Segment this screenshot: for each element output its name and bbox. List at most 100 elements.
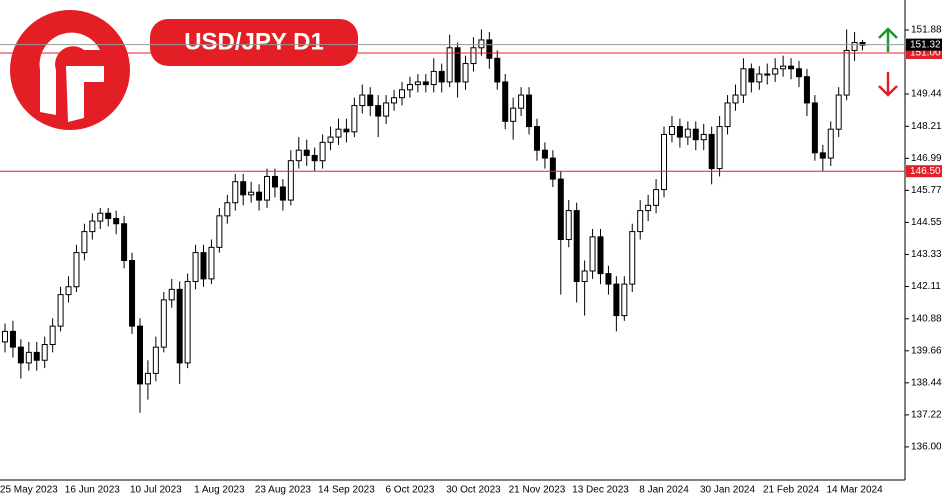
- candle-body: [208, 246, 215, 280]
- candle-body: [176, 288, 183, 364]
- candle-body: [676, 126, 683, 138]
- candle-body: [716, 126, 723, 170]
- candle-body: [271, 175, 278, 188]
- candle-body: [430, 70, 437, 86]
- x-tick-label: 21 Nov 2023: [509, 485, 566, 496]
- x-tick-label: 10 Jul 2023: [130, 485, 182, 496]
- x-tick-label: 1 Aug 2023: [194, 485, 245, 496]
- candle-body: [541, 149, 548, 159]
- candle-body: [9, 330, 16, 348]
- candle-body: [819, 152, 826, 159]
- candle-body: [796, 68, 802, 78]
- candle-body: [851, 42, 858, 51]
- candle-body: [708, 133, 715, 170]
- candle-body: [240, 181, 247, 196]
- candle-body: [57, 294, 64, 327]
- x-tick-label: 30 Oct 2023: [446, 485, 501, 496]
- candle-body: [684, 128, 691, 138]
- candle-body: [621, 283, 628, 317]
- candle-body: [383, 102, 390, 117]
- candle-body: [248, 191, 255, 196]
- candle-body: [105, 212, 112, 219]
- x-tick-label: 6 Oct 2023: [385, 485, 434, 496]
- candle-body: [279, 186, 286, 201]
- logo: [10, 10, 130, 130]
- candle-body: [287, 160, 294, 201]
- candle-body: [827, 128, 834, 159]
- y-tick-label: 142.11: [911, 281, 941, 292]
- candle-body: [65, 286, 72, 296]
- candle-body: [200, 252, 207, 280]
- x-tick-label: 23 Aug 2023: [255, 485, 312, 496]
- candle-body: [803, 76, 810, 104]
- candle-body: [89, 220, 96, 233]
- candle-body: [25, 351, 32, 364]
- candle-body: [152, 346, 159, 374]
- candle-body: [438, 70, 445, 83]
- candle-body: [470, 47, 477, 65]
- candle-body: [406, 84, 413, 91]
- candle-body: [327, 136, 334, 143]
- candle-body: [581, 270, 588, 282]
- candle-body: [192, 252, 199, 282]
- candle-body: [637, 210, 644, 233]
- x-tick-label: 13 Dec 2023: [572, 485, 629, 496]
- candle-body: [756, 73, 763, 83]
- y-tick-label: 144.55: [911, 217, 942, 228]
- candle-body: [391, 97, 398, 104]
- candle-body: [41, 344, 48, 361]
- candle-body: [629, 231, 636, 285]
- candle-body: [33, 351, 40, 361]
- candle-body: [557, 178, 564, 240]
- candle-body: [184, 280, 191, 364]
- candle-body: [668, 126, 675, 135]
- y-tick-label: 149.44: [911, 89, 942, 100]
- candle-body: [573, 210, 580, 282]
- candle-body: [121, 223, 128, 261]
- candle-body: [375, 105, 382, 117]
- x-tick-label: 21 Feb 2024: [763, 485, 820, 496]
- down-arrow: [878, 72, 898, 97]
- candle-body: [645, 204, 652, 212]
- y-tick-label: 140.88: [911, 313, 942, 324]
- candle-body: [295, 149, 302, 162]
- y-tick-label: 145.77: [911, 185, 942, 196]
- candle-body: [216, 215, 223, 248]
- candle-body: [256, 191, 263, 201]
- candle-body: [589, 236, 596, 272]
- candle-body: [73, 252, 80, 288]
- candle-body: [653, 189, 660, 206]
- candle-body: [502, 81, 509, 122]
- title-pill: [150, 19, 358, 66]
- candle-body: [565, 210, 572, 240]
- x-tick-label: 8 Jan 2024: [639, 485, 689, 496]
- candle-body: [351, 105, 358, 133]
- candle-body: [764, 73, 771, 76]
- candle-body: [692, 128, 699, 141]
- candle-body: [2, 330, 8, 343]
- candle-body: [224, 202, 231, 217]
- candle-body: [136, 325, 143, 385]
- y-tick-label: 139.66: [911, 345, 942, 356]
- candle-body: [129, 259, 136, 327]
- candle-body: [454, 47, 461, 83]
- candle-body: [264, 175, 271, 201]
- y-tick-label: 151.88: [911, 25, 942, 36]
- candle-body: [772, 68, 779, 75]
- y-tick-label: 137.22: [911, 410, 942, 421]
- candle-body: [835, 94, 842, 130]
- candle-body: [319, 141, 326, 162]
- y-tick-label: 138.44: [911, 377, 942, 388]
- candle-body: [168, 288, 175, 301]
- candle-body: [740, 68, 747, 96]
- x-tick-label: 30 Jan 2024: [700, 485, 755, 496]
- candle-body: [359, 94, 366, 107]
- candle-body: [97, 212, 104, 222]
- y-tick-label: 143.33: [911, 249, 942, 260]
- candle-body: [462, 63, 469, 83]
- candle-body: [526, 94, 533, 128]
- y-tick-label: 148.21: [911, 121, 942, 132]
- candle-body: [533, 126, 540, 151]
- candle-body: [414, 81, 421, 86]
- candle-body: [780, 65, 787, 70]
